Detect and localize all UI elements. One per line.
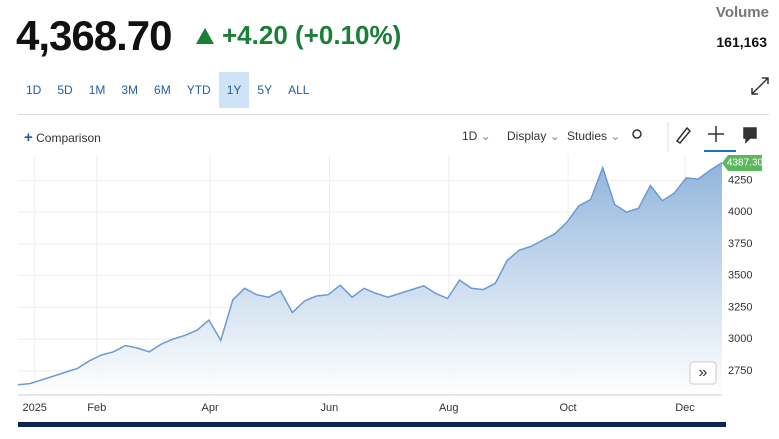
x-tick-label: Apr	[202, 402, 219, 414]
range-button[interactable]: 5D	[57, 83, 73, 97]
x-tick-label: Aug	[439, 402, 459, 414]
range-button[interactable]: 1Y	[218, 72, 250, 108]
expand-icon[interactable]	[751, 77, 769, 95]
studies: Studies	[567, 129, 608, 143]
volume: 161,163	[716, 34, 767, 50]
x-tick-label: Jun	[321, 402, 339, 414]
up-arrow	[196, 28, 214, 44]
interval-menu[interactable]: 1D ⌄	[462, 129, 491, 143]
bottom-bar	[18, 422, 726, 427]
comment-icon[interactable]	[743, 127, 757, 144]
price: 4,368.70	[16, 12, 172, 59]
range-button[interactable]: 6M	[154, 83, 171, 97]
y-tick-label: 3250	[728, 301, 752, 313]
y-tick-label: 3750	[728, 238, 752, 250]
studies-menu[interactable]: Studies ⌄	[567, 129, 621, 143]
y-tick-label: 3000	[728, 333, 752, 345]
scroll-icon: »	[699, 364, 708, 381]
range-button[interactable]: ALL	[288, 83, 310, 97]
range-buttons: 1D 5D 1M 3M 6M YTD 1Y 5Y ALL	[18, 72, 317, 108]
range-button[interactable]: 1D	[26, 83, 42, 97]
display-menu[interactable]: Display ⌄	[507, 129, 560, 143]
x-tick-label: Dec	[675, 402, 695, 414]
volume-label: Volume	[715, 4, 769, 21]
x-tick-label: Feb	[87, 402, 106, 414]
display: Display	[507, 129, 547, 143]
comparison-button[interactable]: + Comparison	[24, 129, 101, 146]
draw-icon[interactable]	[675, 126, 692, 144]
plot: 2750 3000 3250 3500 3750 4000 4250 2025 Feb Apr Ju…	[17, 154, 764, 414]
x-tick-label: 2025	[22, 402, 46, 414]
y-tick-label: 4000	[728, 206, 752, 218]
range-button[interactable]: YTD	[186, 83, 211, 97]
comparison: Comparison	[36, 131, 101, 145]
range-button[interactable]: 1M	[88, 83, 106, 97]
x-tick-label: Oct	[560, 402, 577, 414]
crosshair-icon[interactable]	[708, 126, 724, 142]
scroll-button[interactable]	[689, 361, 717, 385]
y-tick-label: 3500	[728, 270, 752, 282]
price-line	[17, 161, 723, 386]
y-tick-label: 2750	[728, 365, 752, 377]
settings-icon[interactable]	[632, 129, 642, 139]
last-price-badge	[722, 154, 762, 171]
interval: 1D	[462, 129, 478, 143]
area-fill	[18, 162, 722, 395]
y-tick-label: 4250	[728, 174, 752, 186]
icons	[632, 77, 769, 152]
last-price-label: 4387.30	[727, 158, 764, 169]
range-button[interactable]: 5Y	[257, 83, 273, 97]
change: +4.20 (+0.10%)	[222, 20, 402, 50]
divider	[18, 114, 769, 115]
tool-selected	[704, 150, 736, 152]
range-button[interactable]: 3M	[121, 83, 139, 97]
